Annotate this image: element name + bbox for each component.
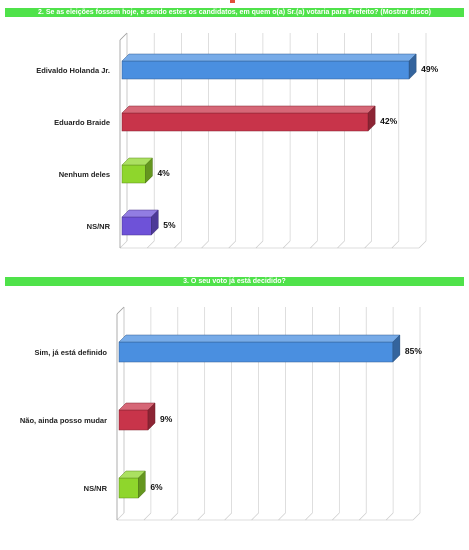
bar-1: [118, 341, 394, 363]
gridline-floor: [228, 240, 236, 249]
bar-4: [121, 216, 152, 236]
gridline-floor: [201, 240, 209, 249]
gridline-floor: [146, 240, 155, 249]
bar-3-side: [138, 470, 146, 499]
gridline-floor: [224, 512, 232, 521]
gridline-floor: [385, 512, 394, 521]
bar-3: [121, 164, 146, 184]
gridline-floor: [251, 512, 259, 521]
bar-2-side: [367, 105, 376, 132]
bar-1-top: [118, 334, 401, 343]
bar-1-top: [121, 53, 417, 62]
bar-4-side: [151, 209, 159, 236]
bar-3-side: [145, 157, 153, 184]
gridline-floor: [332, 512, 340, 521]
value-label-1: 85%: [405, 346, 422, 356]
category-label-3: Nenhum deles: [59, 170, 110, 179]
gridline-floor: [391, 240, 400, 249]
gridline-floor: [337, 240, 345, 249]
value-label-1: 49%: [421, 64, 438, 74]
gridline-floor: [282, 240, 291, 249]
value-label-4: 5%: [163, 220, 176, 230]
gridline-floor: [119, 240, 128, 249]
category-label-3: NS/NR: [84, 484, 108, 493]
chart-2-vote-decided: Sim, já está definido 85% Não, ainda posso…: [20, 306, 422, 521]
bar-1-side: [408, 53, 417, 80]
value-label-3: 6%: [150, 482, 163, 492]
bar-1-side: [392, 334, 401, 363]
bar-2-top: [121, 105, 376, 114]
gridline-floor: [170, 512, 179, 521]
category-label-1: Sim, já está definido: [34, 348, 107, 357]
gridline-floor: [197, 512, 205, 521]
axis-line-depth: [119, 32, 128, 41]
value-label-3: 4%: [157, 168, 170, 178]
category-label-1: Edivaldo Holanda Jr.: [36, 66, 110, 75]
bar-2: [118, 409, 149, 431]
chart-1-title-band: 2. Se as eleições fossem hoje, e sendo e…: [5, 8, 464, 17]
chart-2-title-band: 3. O seu voto já está decidido?: [5, 277, 464, 286]
gridline-floor: [358, 512, 367, 521]
gridline-floor: [418, 240, 427, 249]
gridline-floor: [116, 512, 125, 521]
top-edge-mark: [230, 0, 235, 3]
gridline-floor: [305, 512, 313, 521]
gridline-floor: [143, 512, 152, 521]
bar-2: [121, 112, 369, 132]
axis-line-depth: [116, 306, 125, 315]
category-label-4: NS/NR: [87, 222, 111, 231]
category-label-2: Eduardo Braide: [54, 118, 110, 127]
chart-1-vote-intention: Edivaldo Holanda Jr. 49% Eduardo Braide 42%…: [36, 32, 439, 249]
category-label-2: Não, ainda posso mudar: [20, 416, 107, 425]
value-label-2: 42%: [380, 116, 397, 126]
gridline-floor: [174, 240, 182, 249]
gridline-floor: [278, 512, 286, 521]
bar-3: [118, 477, 139, 499]
gridline-floor: [412, 512, 421, 521]
gridline-floor: [364, 240, 372, 249]
value-label-2: 9%: [160, 414, 173, 424]
gridline-floor: [255, 240, 264, 249]
gridline-floor: [310, 240, 318, 249]
bar-1: [121, 60, 410, 80]
bar-2-side: [147, 402, 156, 431]
